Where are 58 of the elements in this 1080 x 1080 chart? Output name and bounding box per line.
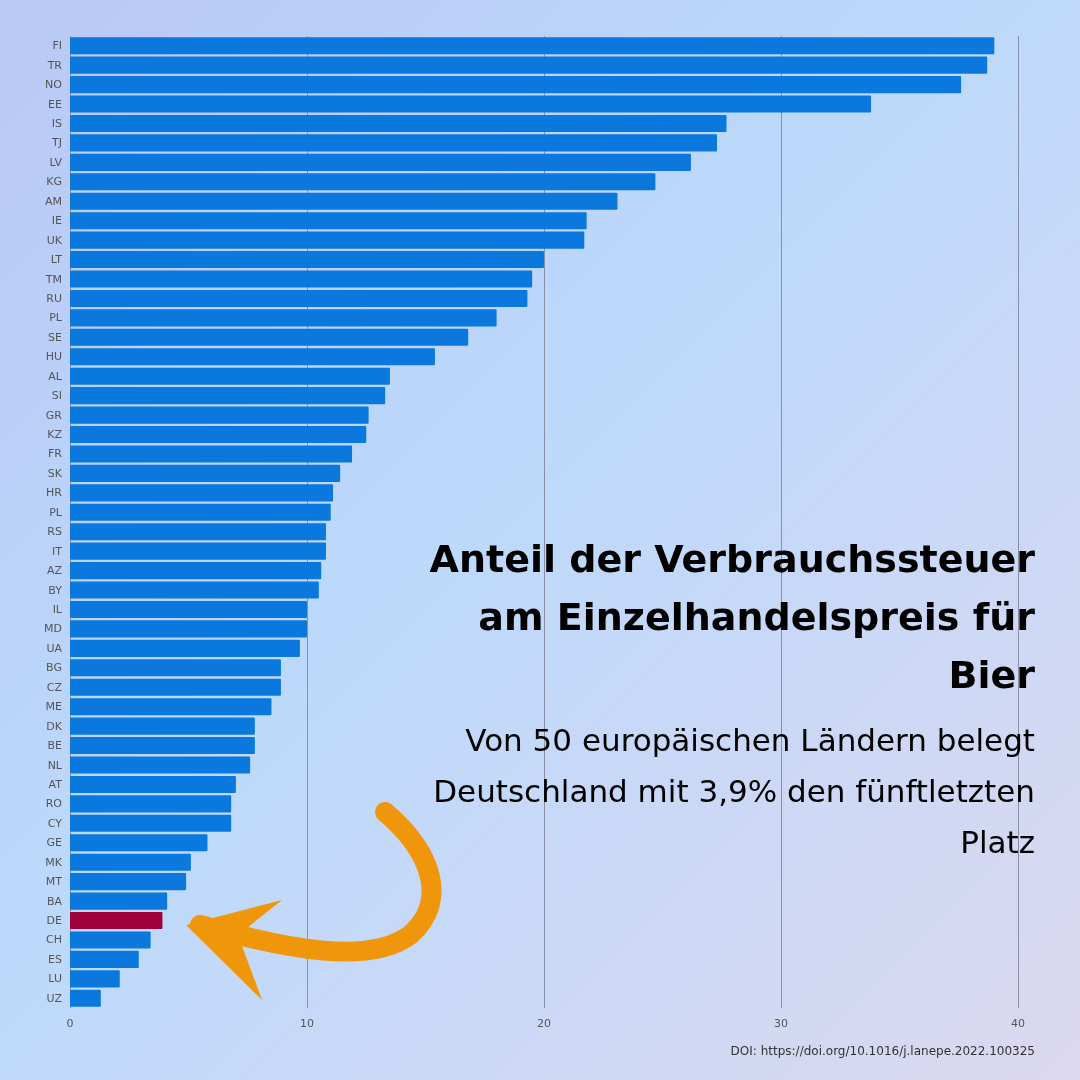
y-tick-label: TM — [44, 272, 62, 286]
y-tick-label: PL — [49, 311, 63, 325]
y-tick-label: MT — [45, 875, 63, 889]
text: Von 50 europäischen Ländern belegt Deutschland mit 3,9% den fünftletzten Platz — [432, 721, 1035, 862]
y-tick-label: AT — [48, 777, 63, 791]
y-tick-label: DE — [46, 914, 63, 928]
y-tick-label: AL — [48, 369, 63, 383]
y-tick-label: KG — [46, 175, 62, 189]
y-tick-label: CZ — [46, 680, 63, 694]
y-tick-label: TJ — [51, 136, 62, 150]
y-tick-label: IE — [51, 214, 63, 228]
y-tick-label: LV — [49, 155, 63, 169]
y-tick-label: GE — [46, 836, 63, 850]
y-tick-label: BE — [47, 739, 63, 753]
y-tick-label: MD — [44, 622, 62, 636]
x-tick-label: 20 — [537, 1017, 551, 1030]
y-tick-label: PL — [49, 505, 63, 519]
y-tick-label: UA — [46, 641, 63, 655]
y-tick-label: RO — [45, 797, 63, 811]
y-tick-label: NL — [47, 758, 63, 772]
y-tick-label: RU — [46, 291, 62, 305]
y-tick-label: BG — [46, 661, 62, 675]
y-tick-label: SE — [48, 330, 63, 344]
x-tick-label: 30 — [774, 1017, 788, 1030]
y-tick-label: TR — [46, 58, 63, 72]
y-tick-label: MK — [45, 855, 63, 869]
y-tick-label: UZ — [46, 991, 63, 1005]
x-tick-label: 40 — [1011, 1017, 1025, 1030]
y-tick-label: RS — [47, 525, 62, 539]
y-tick-label: HU — [45, 350, 62, 364]
y-tick-label: BY — [48, 583, 63, 597]
y-tick-label: FR — [48, 447, 63, 461]
y-tick-label: NO — [45, 78, 63, 92]
text: DOI: https://doi.org/10.1016/j.lanepe.2022.100325 — [730, 1044, 1035, 1058]
y-tick-label: IT — [52, 544, 63, 558]
y-tick-label: DK — [46, 719, 63, 733]
text: Anteil der Verbrauchssteuer am Einzelhandelspreis für Bier — [428, 536, 1035, 699]
y-tick-label: HR — [46, 486, 63, 500]
y-tick-label: IL — [52, 602, 63, 616]
y-tick-label: BA — [46, 894, 63, 908]
y-tick-label: ES — [48, 952, 63, 966]
x-tick-label: 0 — [66, 1017, 74, 1030]
y-tick-label: EE — [48, 97, 63, 111]
y-tick-label: LT — [50, 253, 63, 267]
y-tick-label: ME — [45, 700, 63, 714]
y-tick-label: UK — [46, 233, 63, 247]
y-tick-label: SI — [51, 389, 62, 403]
y-tick-label: SK — [47, 466, 63, 480]
y-tick-label: CH — [46, 933, 62, 947]
y-tick-label: LU — [48, 972, 62, 986]
y-tick-label: GR — [45, 408, 63, 422]
x-tick-label: 10 — [300, 1017, 314, 1030]
y-tick-label: AZ — [46, 564, 63, 578]
y-tick-label: CY — [47, 816, 63, 830]
y-tick-label: AM — [44, 194, 62, 208]
y-tick-label: IS — [51, 116, 63, 130]
y-tick-label: FI — [52, 39, 62, 53]
y-tick-label: KZ — [47, 428, 63, 442]
